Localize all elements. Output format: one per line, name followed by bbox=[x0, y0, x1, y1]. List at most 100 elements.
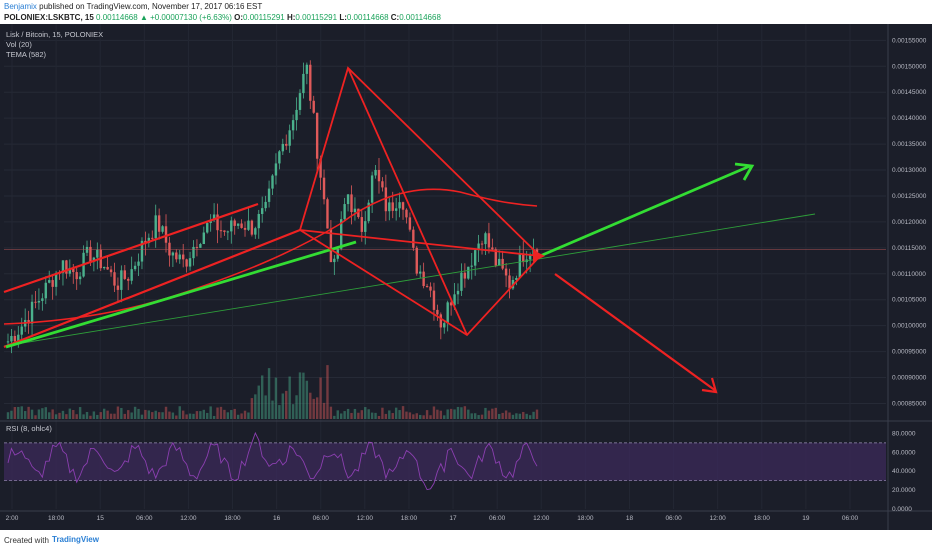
volume-bar bbox=[415, 413, 418, 419]
volume-bar bbox=[199, 411, 202, 419]
candle-body bbox=[453, 294, 456, 306]
volume-bar bbox=[346, 408, 350, 419]
volume-bar bbox=[453, 409, 456, 419]
time-tick-label: 06:00 bbox=[842, 515, 859, 522]
candle-body bbox=[432, 290, 436, 310]
chart-area[interactable]: 0.00155000 0.00150000 0.00145000 0.00140000… bbox=[0, 24, 932, 530]
volume-bar bbox=[305, 380, 309, 419]
volume-bar bbox=[223, 409, 226, 419]
candle-body bbox=[13, 335, 17, 342]
candle-body bbox=[408, 217, 412, 230]
time-tick-label: 2:00 bbox=[6, 515, 19, 522]
candle-body bbox=[515, 277, 518, 280]
volume-bar bbox=[202, 409, 205, 419]
price-tick-label: 0.00140000 bbox=[892, 115, 927, 122]
volume-bar bbox=[381, 407, 384, 419]
volume-bar bbox=[278, 405, 281, 419]
volume-bar bbox=[477, 415, 480, 419]
candle-body bbox=[78, 276, 82, 280]
price-tick-label: 0.00135000 bbox=[892, 141, 927, 148]
candle-body bbox=[147, 237, 151, 244]
candle-body bbox=[305, 64, 309, 74]
volume-bar bbox=[360, 410, 364, 419]
volume-bar bbox=[41, 408, 44, 419]
volume-bar bbox=[82, 414, 85, 419]
candle-body bbox=[309, 64, 312, 101]
volume-bar bbox=[130, 412, 133, 419]
candle-body bbox=[243, 227, 247, 230]
candle-body bbox=[456, 290, 460, 295]
publish-info: Benjamix published on TradingView.com, N… bbox=[4, 2, 262, 11]
volume-bar bbox=[367, 409, 370, 419]
candle-body bbox=[449, 302, 453, 306]
candle-body bbox=[405, 209, 408, 218]
volume-bar bbox=[30, 409, 34, 419]
rsi-line bbox=[7, 431, 538, 491]
close-label: C: bbox=[390, 13, 400, 22]
volume-bar bbox=[13, 407, 17, 419]
volume-bar bbox=[106, 410, 109, 419]
candle-body bbox=[357, 208, 360, 218]
price-tick-label: 0.00085000 bbox=[892, 400, 927, 407]
volume-bar bbox=[188, 413, 192, 419]
chart-canvas[interactable]: 0.00155000 0.00150000 0.00145000 0.00140000… bbox=[0, 24, 932, 530]
volume-bar bbox=[446, 409, 449, 419]
time-tick-label: 18:00 bbox=[754, 515, 771, 522]
price-tick-label: 0.00125000 bbox=[892, 193, 927, 200]
candle-body bbox=[140, 240, 144, 262]
volume-bar bbox=[374, 412, 377, 419]
volume-bar bbox=[522, 411, 525, 419]
volume-bar bbox=[494, 407, 497, 419]
channel-lower-line bbox=[3, 228, 301, 349]
candle-body bbox=[353, 208, 357, 213]
volume-bar bbox=[439, 410, 443, 419]
chart-header: Benjamix published on TradingView.com, N… bbox=[0, 0, 932, 24]
volume-bar bbox=[357, 412, 360, 419]
candle-body bbox=[477, 243, 480, 251]
candle-body bbox=[109, 269, 113, 273]
candle-body bbox=[195, 246, 199, 248]
volume-bar bbox=[161, 412, 164, 419]
time-tick-label: 06:00 bbox=[313, 515, 330, 522]
volume-bar bbox=[72, 410, 75, 419]
volume-bar bbox=[240, 413, 243, 419]
author-link[interactable]: Benjamix bbox=[4, 2, 37, 11]
candle-body bbox=[34, 301, 37, 303]
volume-bar bbox=[54, 414, 58, 419]
volume-bar bbox=[58, 412, 61, 419]
volume-bar bbox=[137, 408, 140, 419]
volume-bar bbox=[226, 412, 230, 419]
candle-body bbox=[346, 194, 350, 205]
time-tick-label: 19 bbox=[802, 515, 810, 522]
tradingview-logo[interactable]: TradingView bbox=[52, 535, 99, 544]
volume-bar bbox=[140, 414, 144, 419]
volume-bar bbox=[120, 407, 123, 419]
candle-body bbox=[288, 130, 291, 146]
volume-bar bbox=[168, 411, 171, 419]
time-tick-label: 12:00 bbox=[180, 515, 197, 522]
volume-bar bbox=[236, 414, 240, 419]
legend-volume: Vol (20) bbox=[6, 40, 32, 49]
volume-bar bbox=[157, 412, 161, 419]
volume-bar bbox=[535, 409, 539, 419]
volume-bar bbox=[498, 413, 501, 419]
rsi-tick-label: 80.0000 bbox=[892, 430, 916, 437]
candle-body bbox=[367, 202, 370, 222]
volume-bar bbox=[422, 415, 425, 419]
price-tick-label: 0.00105000 bbox=[892, 297, 927, 304]
candle-body bbox=[343, 204, 346, 220]
volume-bar bbox=[350, 412, 353, 419]
price-tick-label: 0.00145000 bbox=[892, 89, 927, 96]
volume-bar bbox=[336, 410, 339, 419]
volume-bar bbox=[432, 406, 436, 419]
volume-bar bbox=[394, 407, 398, 419]
bullish-arrowhead bbox=[734, 162, 755, 181]
candle-body bbox=[274, 163, 278, 176]
candle-body bbox=[415, 247, 418, 274]
candle-body bbox=[202, 232, 205, 245]
candle-body bbox=[250, 220, 254, 235]
candle-body bbox=[123, 270, 126, 279]
candle-body bbox=[374, 169, 377, 176]
price-tick-label: 0.00095000 bbox=[892, 349, 927, 356]
candle-body bbox=[473, 250, 477, 266]
